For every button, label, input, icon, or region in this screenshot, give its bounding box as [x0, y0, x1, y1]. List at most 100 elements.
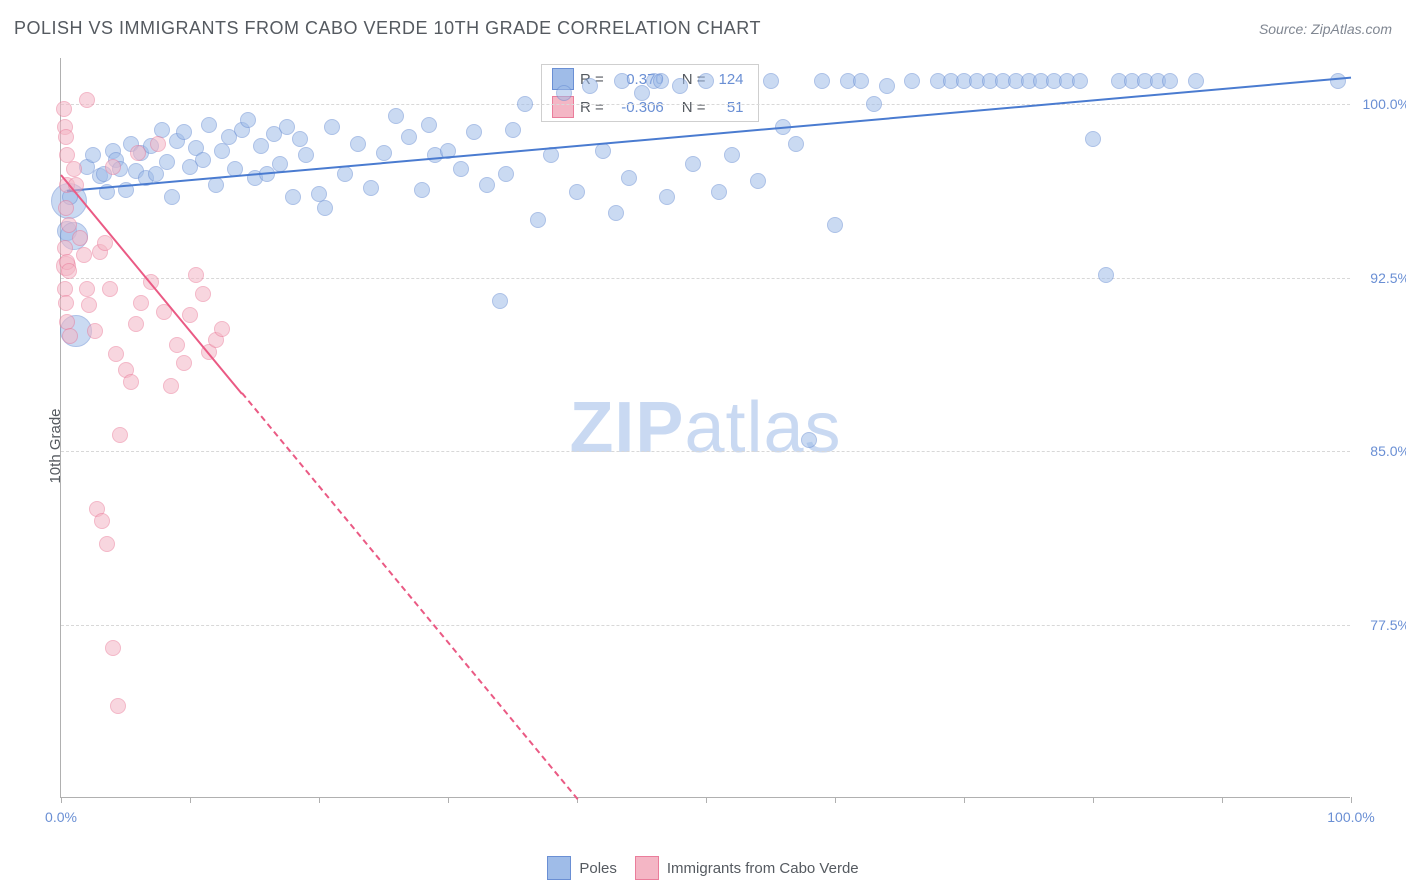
data-point [169, 337, 185, 353]
data-point [788, 136, 804, 152]
data-point [58, 295, 74, 311]
data-point [81, 297, 97, 313]
data-point [123, 374, 139, 390]
data-point [163, 378, 179, 394]
trend-line [241, 393, 578, 800]
gridline-h [61, 278, 1350, 279]
y-tick-label: 100.0% [1355, 96, 1406, 112]
chart-plot-area: ZIPatlas R =0.370N =124R =-0.306N =51 77… [60, 58, 1350, 798]
watermark: ZIPatlas [569, 387, 841, 469]
data-point [492, 293, 508, 309]
y-tick-label: 85.0% [1355, 443, 1406, 459]
data-point [505, 122, 521, 138]
data-point [608, 205, 624, 221]
data-point [292, 131, 308, 147]
data-point [72, 230, 88, 246]
legend-item: Immigrants from Cabo Verde [635, 856, 859, 880]
data-point [698, 73, 714, 89]
data-point [150, 136, 166, 152]
data-point [724, 147, 740, 163]
legend-swatch [547, 856, 571, 880]
data-point [79, 92, 95, 108]
data-point [363, 180, 379, 196]
data-point [879, 78, 895, 94]
data-point [1098, 267, 1114, 283]
data-point [350, 136, 366, 152]
stats-n-label: N = [682, 99, 706, 116]
chart-header: POLISH VS IMMIGRANTS FROM CABO VERDE 10T… [14, 18, 1392, 39]
data-point [466, 124, 482, 140]
data-point [188, 267, 204, 283]
chart-source: Source: ZipAtlas.com [1259, 21, 1392, 37]
legend-swatch [635, 856, 659, 880]
x-tick [964, 797, 965, 803]
data-point [76, 247, 92, 263]
data-point [279, 119, 295, 135]
data-point [195, 286, 211, 302]
data-point [904, 73, 920, 89]
watermark-light: atlas [684, 388, 841, 468]
data-point [130, 145, 146, 161]
x-tick [319, 797, 320, 803]
x-tick [190, 797, 191, 803]
y-tick-label: 77.5% [1355, 617, 1406, 633]
data-point [621, 170, 637, 186]
data-point [672, 78, 688, 94]
legend-label: Poles [579, 860, 617, 877]
data-point [337, 166, 353, 182]
x-tick [448, 797, 449, 803]
data-point [58, 200, 74, 216]
data-point [240, 112, 256, 128]
data-point [214, 321, 230, 337]
x-tick [1222, 797, 1223, 803]
data-point [94, 513, 110, 529]
chart-title: POLISH VS IMMIGRANTS FROM CABO VERDE 10T… [14, 18, 761, 39]
data-point [421, 117, 437, 133]
stats-n-value: 124 [712, 71, 748, 88]
data-point [298, 147, 314, 163]
stats-row: R = -0.306 N = 51 [542, 93, 758, 121]
watermark-bold: ZIP [569, 388, 684, 468]
data-point [79, 281, 95, 297]
data-point [414, 182, 430, 198]
data-point [517, 96, 533, 112]
data-point [112, 427, 128, 443]
gridline-h [61, 451, 1350, 452]
data-point [1085, 131, 1101, 147]
data-point [711, 184, 727, 200]
stats-r-label: R = [580, 99, 604, 116]
data-point [62, 328, 78, 344]
data-point [324, 119, 340, 135]
data-point [66, 161, 82, 177]
data-point [61, 217, 77, 233]
data-point [750, 173, 766, 189]
data-point [453, 161, 469, 177]
data-point [763, 73, 779, 89]
gridline-h [61, 625, 1350, 626]
data-point [376, 145, 392, 161]
x-tick-label: 100.0% [1327, 809, 1374, 825]
x-tick-label: 0.0% [45, 809, 77, 825]
data-point [253, 138, 269, 154]
data-point [201, 117, 217, 133]
stats-r-value: -0.306 [610, 99, 668, 116]
x-tick [1093, 797, 1094, 803]
x-tick [706, 797, 707, 803]
stats-n-value: 51 [712, 99, 748, 116]
data-point [133, 295, 149, 311]
data-point [1188, 73, 1204, 89]
data-point [128, 316, 144, 332]
data-point [176, 124, 192, 140]
data-point [685, 156, 701, 172]
data-point [182, 307, 198, 323]
data-point [498, 166, 514, 182]
data-point [110, 698, 126, 714]
x-tick [835, 797, 836, 803]
data-point [614, 73, 630, 89]
data-point [653, 73, 669, 89]
bottom-legend: Poles Immigrants from Cabo Verde [0, 856, 1406, 880]
data-point [853, 73, 869, 89]
x-tick [61, 797, 62, 803]
data-point [1330, 73, 1346, 89]
data-point [56, 101, 72, 117]
